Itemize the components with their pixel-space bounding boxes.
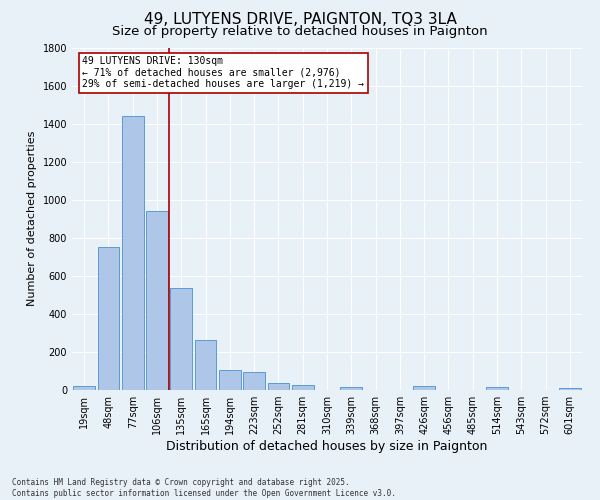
Text: Contains HM Land Registry data © Crown copyright and database right 2025.
Contai: Contains HM Land Registry data © Crown c… [12, 478, 396, 498]
Bar [219, 370, 241, 390]
Bar [292, 384, 314, 390]
Bar [146, 211, 168, 390]
Bar [194, 340, 217, 390]
Bar [243, 372, 265, 390]
Bar [122, 116, 143, 390]
Y-axis label: Number of detached properties: Number of detached properties [27, 131, 37, 306]
Bar [340, 387, 362, 390]
Bar [73, 386, 95, 390]
Bar [170, 288, 192, 390]
Text: Size of property relative to detached houses in Paignton: Size of property relative to detached ho… [112, 25, 488, 38]
Bar [559, 388, 581, 390]
Bar [268, 383, 289, 390]
Text: 49, LUTYENS DRIVE, PAIGNTON, TQ3 3LA: 49, LUTYENS DRIVE, PAIGNTON, TQ3 3LA [143, 12, 457, 28]
Bar [413, 386, 435, 390]
Bar [486, 386, 508, 390]
Text: 49 LUTYENS DRIVE: 130sqm
← 71% of detached houses are smaller (2,976)
29% of sem: 49 LUTYENS DRIVE: 130sqm ← 71% of detach… [82, 56, 364, 90]
Bar [97, 248, 119, 390]
X-axis label: Distribution of detached houses by size in Paignton: Distribution of detached houses by size … [166, 440, 488, 453]
